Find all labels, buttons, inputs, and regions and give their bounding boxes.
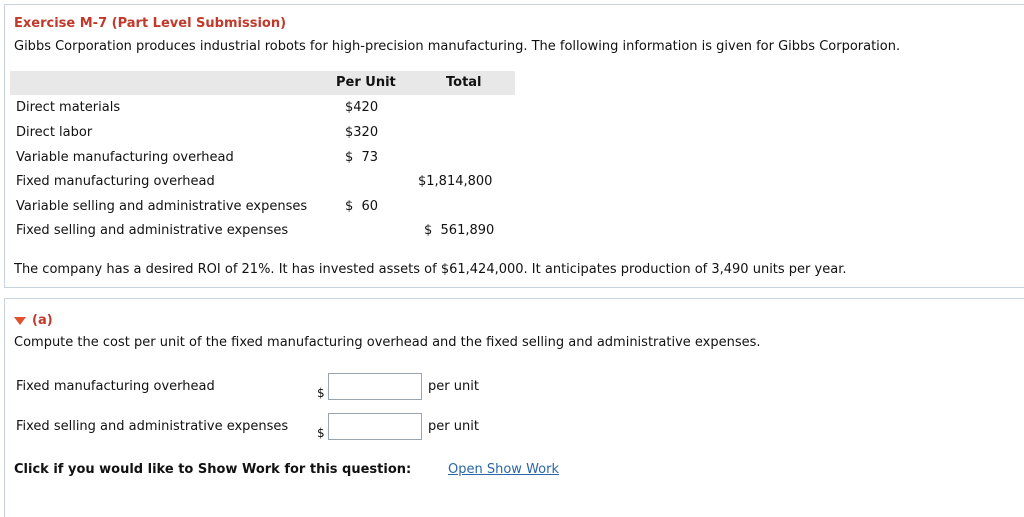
- exercise-note: The company has a desired ROI of 21%. It…: [14, 262, 847, 277]
- row-per-unit: $320: [345, 125, 379, 140]
- fixed-selling-admin-input[interactable]: [328, 413, 422, 440]
- row-total: $ 561,890: [424, 223, 495, 238]
- collapse-triangle-icon: [14, 316, 26, 325]
- row-label: Fixed selling and administrative expense…: [16, 223, 289, 238]
- table-header-background: [10, 71, 515, 95]
- exercise-panel: [4, 4, 1024, 288]
- row-total: $1,814,800: [418, 174, 493, 189]
- header-total: Total: [446, 75, 482, 90]
- row-label: Direct materials: [16, 100, 121, 115]
- part-a-instruction: Compute the cost per unit of the fixed m…: [14, 335, 761, 350]
- fixed-manufacturing-overhead-input[interactable]: [328, 373, 422, 400]
- part-a-label: (a): [32, 313, 53, 328]
- field-label: Fixed selling and administrative expense…: [16, 419, 289, 434]
- field-suffix: per unit: [428, 379, 479, 394]
- part-a-toggle[interactable]: (a): [14, 313, 53, 328]
- row-label: Direct labor: [16, 125, 93, 140]
- show-work-prompt: Click if you would like to Show Work for…: [14, 462, 412, 477]
- row-label: Fixed manufacturing overhead: [16, 174, 215, 189]
- exercise-intro: Gibbs Corporation produces industrial ro…: [14, 39, 901, 54]
- row-label: Variable manufacturing overhead: [16, 150, 234, 165]
- row-per-unit: $ 60: [345, 199, 379, 214]
- part-a-panel: [4, 298, 1024, 517]
- field-suffix: per unit: [428, 419, 479, 434]
- header-per-unit: Per Unit: [336, 75, 396, 90]
- row-per-unit: $420: [345, 100, 379, 115]
- currency-symbol: $: [317, 426, 325, 440]
- open-show-work-link[interactable]: Open Show Work: [448, 462, 559, 477]
- row-label: Variable selling and administrative expe…: [16, 199, 308, 214]
- field-label: Fixed manufacturing overhead: [16, 379, 215, 394]
- exercise-title: Exercise M-7 (Part Level Submission): [14, 16, 287, 31]
- row-per-unit: $ 73: [345, 150, 379, 165]
- currency-symbol: $: [317, 386, 325, 400]
